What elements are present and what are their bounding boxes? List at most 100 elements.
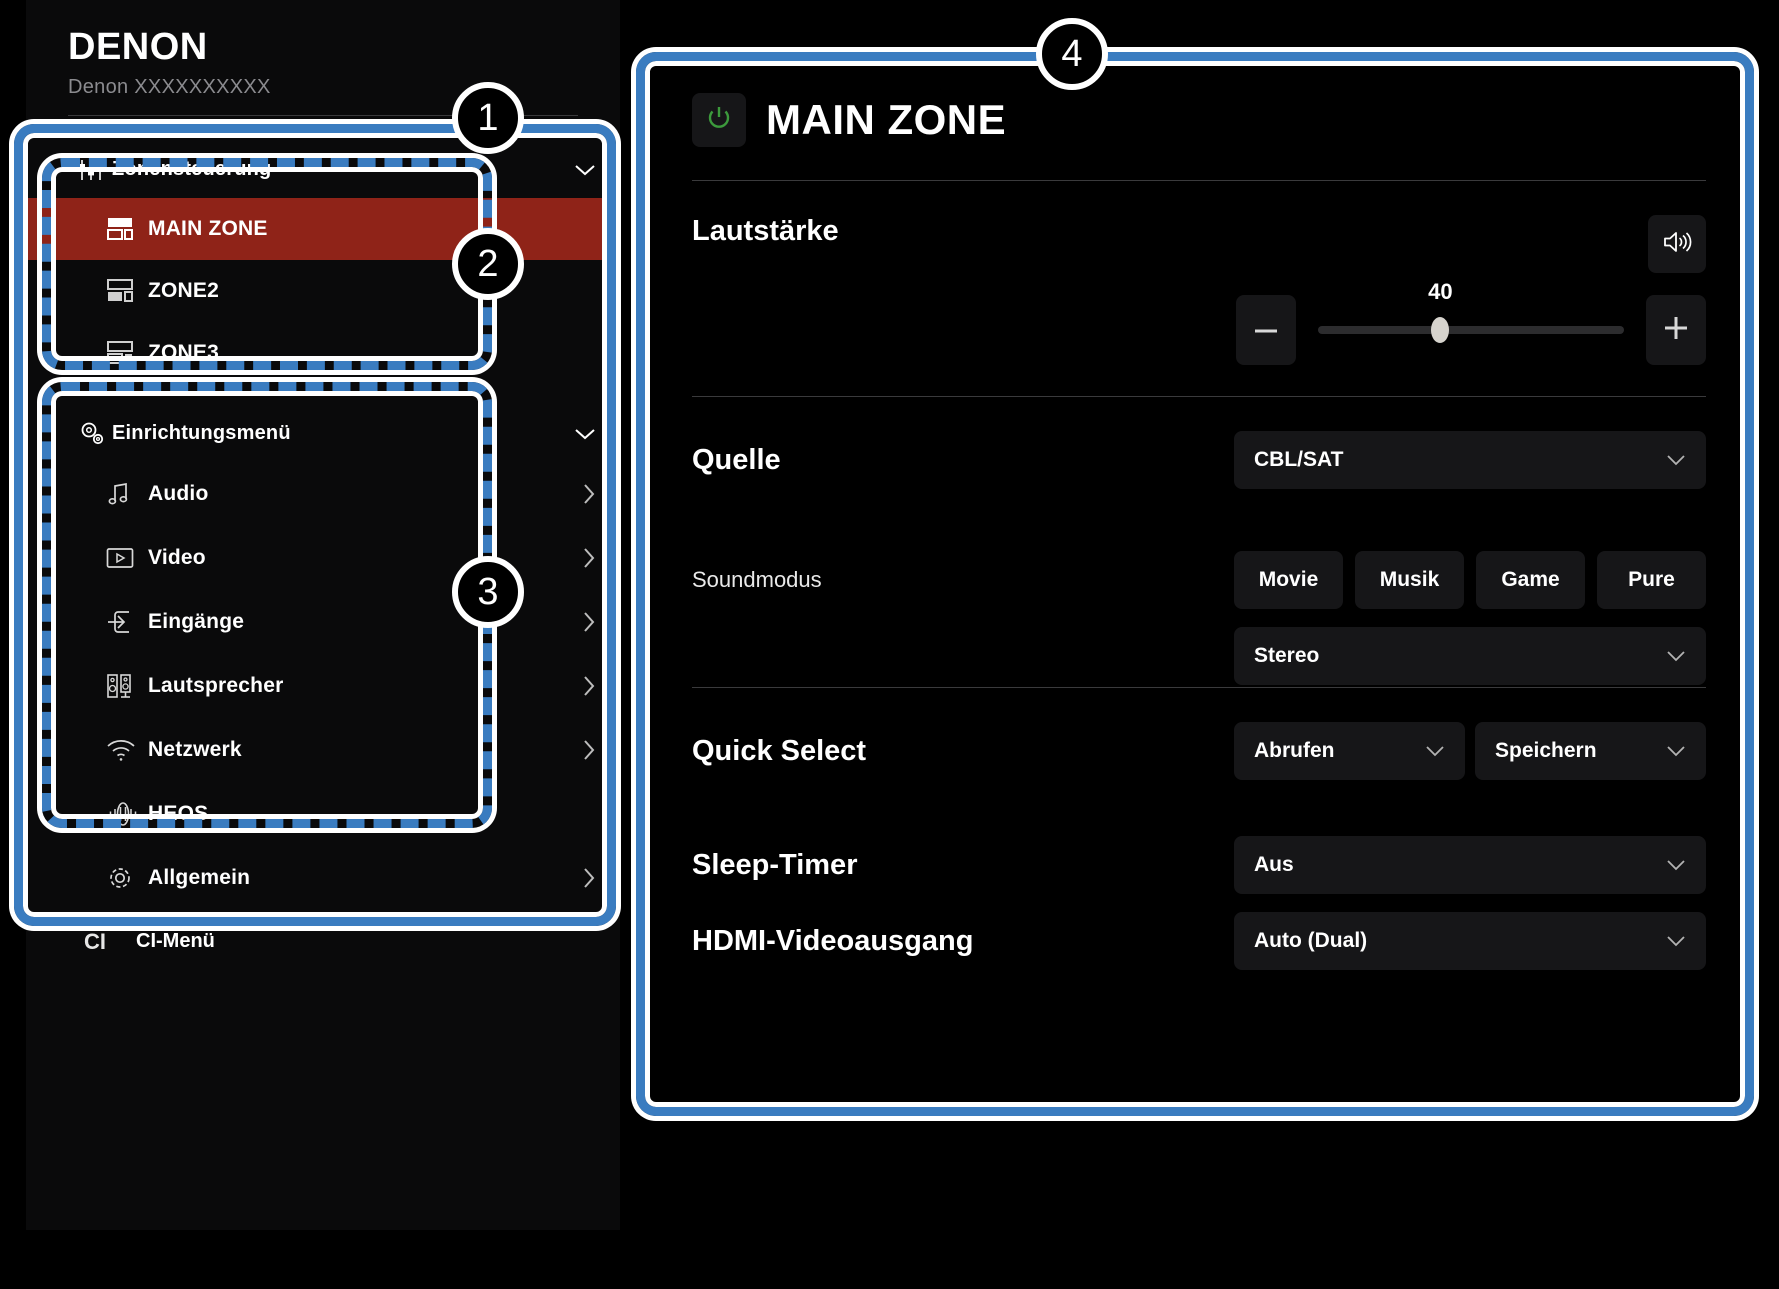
- sidebar-item-main-zone[interactable]: MAIN ZONE: [26, 197, 620, 260]
- sidebar-item-label: ZONE2: [148, 278, 220, 302]
- sidebar-item-label: ZONE3: [148, 340, 220, 364]
- main-zone-icon: [106, 216, 148, 242]
- sidebar-item-allgemein[interactable]: Allgemein: [26, 846, 620, 910]
- sidebar-item-heos[interactable]: HEOS: [26, 782, 620, 846]
- sound-mode-select[interactable]: Stereo: [1234, 627, 1706, 685]
- music-note-icon: [106, 481, 148, 507]
- sidebar-item-label: CI-Menü: [136, 930, 215, 953]
- sidebar-item-video[interactable]: Video: [26, 526, 620, 590]
- sleep-timer-section: Sleep-Timer Aus: [692, 836, 1706, 912]
- sidebar-item-label: Eingänge: [148, 609, 245, 633]
- chevron-down-icon: [1666, 448, 1686, 472]
- zone-control-label: Zonensteuerung: [112, 158, 272, 181]
- divider: [692, 180, 1706, 181]
- sliders-icon: [78, 159, 112, 181]
- source-label: Quelle: [692, 443, 781, 476]
- brand-block: DENON Denon XXXXXXXXXX: [26, 0, 620, 116]
- brand-divider: [68, 114, 578, 116]
- chevron-right-icon: [572, 483, 596, 505]
- sound-mode-row: Soundmodus Movie Musik Game Pure: [692, 551, 1706, 609]
- volume-slider-knob[interactable]: [1431, 317, 1450, 343]
- source-value: CBL/SAT: [1254, 448, 1344, 471]
- sound-mode-pure-button[interactable]: Pure: [1597, 551, 1706, 609]
- callout-badge-3: 3: [452, 556, 524, 628]
- chevron-right-icon: [572, 547, 596, 569]
- zone-control-header[interactable]: Zonensteuerung: [26, 142, 620, 198]
- sidebar-item-zone2[interactable]: ZONE2: [26, 260, 620, 322]
- power-icon: [705, 104, 733, 137]
- chevron-down-icon: [1666, 739, 1686, 763]
- callout-badge-1: 1: [452, 82, 524, 154]
- sound-mode-game-button[interactable]: Game: [1476, 551, 1585, 609]
- zone3-icon: [106, 340, 148, 366]
- page-title: MAIN ZONE: [766, 96, 1007, 143]
- plus-icon: [1663, 315, 1689, 346]
- heos-waveform-icon: [106, 801, 148, 827]
- power-button[interactable]: [692, 93, 746, 147]
- sidebar-item-label: MAIN ZONE: [148, 216, 268, 240]
- sleep-timer-select[interactable]: Aus: [1234, 836, 1706, 894]
- callout-badge-4: 4: [1036, 18, 1108, 90]
- gear-icon: [106, 864, 148, 892]
- sidebar-item-label: HEOS: [148, 801, 209, 825]
- sidebar-item-label: Netzwerk: [148, 737, 242, 761]
- volume-decrease-button[interactable]: [1236, 295, 1296, 365]
- hdmi-output-section: HDMI-Videoausgang Auto (Dual): [692, 912, 1706, 988]
- brand-name: DENON: [68, 26, 208, 68]
- sidebar-item-label: Lautsprecher: [148, 673, 284, 697]
- source-select[interactable]: CBL/SAT: [1234, 431, 1706, 489]
- input-arrow-icon: [106, 609, 148, 635]
- chevron-down-icon: [570, 427, 596, 441]
- volume-slider[interactable]: 40: [1318, 279, 1624, 365]
- setup-menu-header[interactable]: Einrichtungsmenü: [26, 406, 620, 462]
- sleep-timer-label: Sleep-Timer: [692, 848, 858, 881]
- chevron-down-icon: [1666, 853, 1686, 877]
- sidebar: DENON Denon XXXXXXXXXX Zonensteuerung: [26, 0, 620, 1230]
- quick-select-section: Quick Select Abrufen Speichern: [692, 688, 1706, 836]
- quick-select-label: Quick Select: [692, 734, 867, 767]
- wifi-icon: [106, 738, 148, 762]
- chevron-right-icon: [572, 675, 596, 697]
- main-header: MAIN ZONE: [692, 60, 1706, 180]
- ci-mark-icon: CI: [84, 928, 106, 954]
- sidebar-item-zone3[interactable]: ZONE3: [26, 322, 620, 384]
- speaker-waves-icon: [1662, 229, 1692, 260]
- sidebar-item-label: Allgemein: [148, 865, 251, 889]
- hdmi-output-label: HDMI-Videoausgang: [692, 924, 974, 957]
- setup-menu-section: Einrichtungsmenü Audio: [26, 406, 620, 910]
- sound-mode-value: Stereo: [1254, 644, 1320, 667]
- sidebar-item-label: Video: [148, 545, 206, 569]
- sound-mode-movie-button[interactable]: Movie: [1234, 551, 1343, 609]
- hdmi-output-value: Auto (Dual): [1254, 929, 1368, 952]
- main-panel: MAIN ZONE Lautstärke: [648, 60, 1750, 1232]
- zone2-icon: [106, 278, 148, 304]
- quick-select-save-value: Speichern: [1495, 739, 1597, 762]
- source-section: Quelle CBL/SAT Soundmodus Movie Musik Ga…: [692, 397, 1706, 687]
- divider: [692, 396, 1706, 397]
- sidebar-item-audio[interactable]: Audio: [26, 462, 620, 526]
- volume-increase-button[interactable]: [1646, 295, 1706, 365]
- brand-model: Denon XXXXXXXXXX: [68, 75, 271, 98]
- quick-select-save-select[interactable]: Speichern: [1475, 722, 1706, 780]
- mute-button[interactable]: [1648, 215, 1706, 273]
- sidebar-item-lautsprecher[interactable]: Lautsprecher: [26, 654, 620, 718]
- sound-mode-select-row: Stereo: [692, 627, 1706, 685]
- hdmi-output-select[interactable]: Auto (Dual): [1234, 912, 1706, 970]
- chevron-down-icon: [1425, 739, 1445, 763]
- callout-badge-2: 2: [452, 228, 524, 300]
- volume-section: Lautstärke: [692, 181, 1706, 396]
- video-screen-icon: [106, 547, 148, 569]
- speakers-icon: [106, 672, 148, 700]
- chevron-down-icon: [1666, 929, 1686, 953]
- sound-mode-label: Soundmodus: [692, 567, 822, 592]
- sidebar-item-label: Audio: [148, 481, 209, 505]
- volume-controls: 40: [692, 279, 1706, 365]
- sidebar-item-eingaenge[interactable]: Eingänge: [26, 590, 620, 654]
- sound-mode-musik-button[interactable]: Musik: [1355, 551, 1464, 609]
- volume-label: Lautstärke: [692, 215, 839, 247]
- sidebar-item-ci-menu[interactable]: CI CI-Menü: [26, 916, 620, 968]
- quick-select-recall-value: Abrufen: [1254, 739, 1335, 762]
- quick-select-recall-select[interactable]: Abrufen: [1234, 722, 1465, 780]
- sidebar-item-netzwerk[interactable]: Netzwerk: [26, 718, 620, 782]
